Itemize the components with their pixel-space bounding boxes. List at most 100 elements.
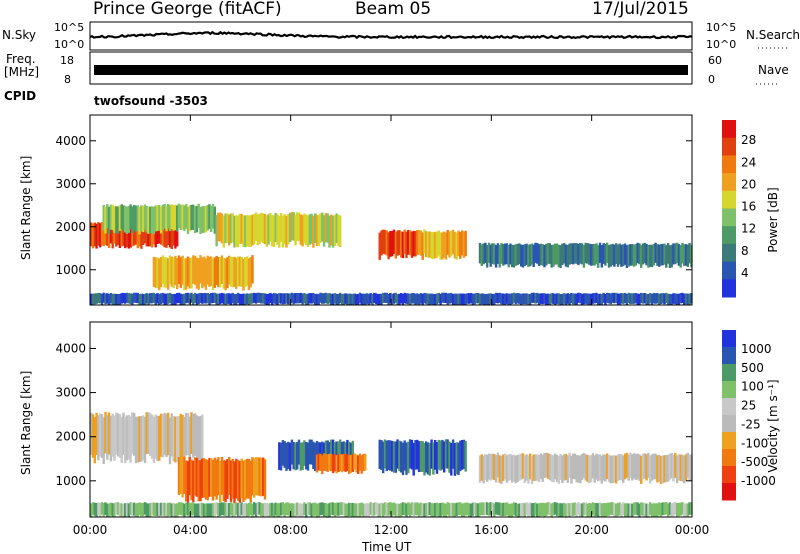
echo-cell <box>188 503 191 517</box>
echo-cell <box>228 457 231 495</box>
echo-cell <box>285 502 288 516</box>
echo-cell <box>138 502 141 516</box>
echo-cell <box>398 503 401 518</box>
echo-cell <box>459 440 462 472</box>
echo-cell <box>91 293 95 305</box>
echo-cell <box>441 502 444 516</box>
echo-cell <box>167 204 170 229</box>
echo-cell <box>459 232 462 259</box>
echo-cell <box>455 232 458 260</box>
velocity-colorbar-swatch <box>722 364 736 382</box>
echo-cell <box>545 293 548 306</box>
echo-cell <box>398 440 401 472</box>
echo-cell <box>604 454 607 482</box>
echo-cell <box>90 293 93 305</box>
echo-cell <box>620 244 623 267</box>
echo-cell <box>407 502 410 515</box>
echo-cell <box>296 212 299 241</box>
echo-cell <box>136 503 139 517</box>
y-tick-label: 2000 <box>55 220 86 234</box>
echo-cell <box>532 292 535 303</box>
echo-cell <box>595 243 598 265</box>
nave-label: Nave <box>758 63 789 77</box>
echo-cell <box>530 503 534 517</box>
echo-cell <box>518 503 521 518</box>
echo-cell <box>511 503 514 518</box>
echo-cell <box>204 503 208 518</box>
echo-cell <box>591 502 595 515</box>
echo-cell <box>487 242 491 263</box>
echo-cell <box>91 502 95 515</box>
echo-cell <box>658 244 661 267</box>
echo-cell <box>283 293 286 304</box>
echo-cell <box>643 293 646 304</box>
echo-cell <box>106 222 109 246</box>
echo-cell <box>133 502 136 516</box>
echo-cell <box>107 206 111 235</box>
echo-cell <box>172 502 175 517</box>
echo-cell <box>301 215 304 247</box>
echo-cell <box>172 257 175 289</box>
echo-cell <box>568 243 571 265</box>
echo-cell <box>620 454 623 481</box>
echo-cell <box>396 503 399 518</box>
echo-cell <box>555 502 559 516</box>
echo-cell <box>432 503 435 518</box>
echo-cell <box>466 293 469 304</box>
echo-cell <box>385 503 388 517</box>
echo-cell <box>568 293 571 306</box>
echo-cell <box>593 503 596 517</box>
echo-cell <box>686 244 689 267</box>
freq-label-line2: [MHz] <box>4 65 40 79</box>
echo-cell <box>174 503 177 518</box>
echo-cell <box>140 416 143 462</box>
echo-cell <box>201 458 204 498</box>
echo-cell <box>559 453 562 480</box>
echo-cell <box>623 243 627 265</box>
echo-cell <box>383 439 387 469</box>
echo-cell <box>677 454 681 481</box>
echo-cell <box>99 223 102 248</box>
power-colorbar-swatch <box>722 208 736 227</box>
echo-cell <box>201 293 204 304</box>
echo-cell <box>185 204 188 229</box>
echo-cell <box>147 293 150 305</box>
echo-cell <box>344 503 347 518</box>
echo-cell <box>450 292 453 304</box>
echo-cell <box>360 455 363 474</box>
echo-cell <box>683 293 686 305</box>
echo-cell <box>219 293 222 305</box>
echo-cell <box>326 503 329 518</box>
echo-cell <box>677 502 681 517</box>
echo-cell <box>247 293 251 305</box>
echo-cell <box>125 206 129 234</box>
echo-cell <box>348 502 351 516</box>
echo-cell <box>202 458 206 498</box>
echo-cell <box>609 455 612 484</box>
echo-cell <box>679 245 682 268</box>
echo-cell <box>552 455 555 483</box>
echo-cell <box>188 257 191 289</box>
echo-cell <box>113 415 116 461</box>
echo-cell <box>503 502 507 516</box>
echo-cell <box>432 442 435 475</box>
cpid-value: twofsound -3503 <box>94 94 208 108</box>
cpid-label: CPID <box>4 89 37 103</box>
echo-cell <box>615 503 618 518</box>
echo-cell <box>174 416 177 463</box>
echo-cell <box>595 502 598 517</box>
echo-cell <box>186 412 190 456</box>
echo-cell <box>462 231 466 258</box>
echo-cell <box>197 258 200 290</box>
power-colorbar-tick: 8 <box>741 244 749 258</box>
echo-cell <box>629 452 632 478</box>
echo-cell <box>215 215 218 247</box>
echo-cell <box>645 454 648 481</box>
echo-cell <box>659 503 663 517</box>
echo-cell <box>532 244 535 267</box>
echo-cell <box>681 502 684 515</box>
echo-cell <box>462 293 466 305</box>
echo-cell <box>357 294 360 306</box>
echo-cell <box>690 293 693 304</box>
echo-cell <box>527 455 530 484</box>
